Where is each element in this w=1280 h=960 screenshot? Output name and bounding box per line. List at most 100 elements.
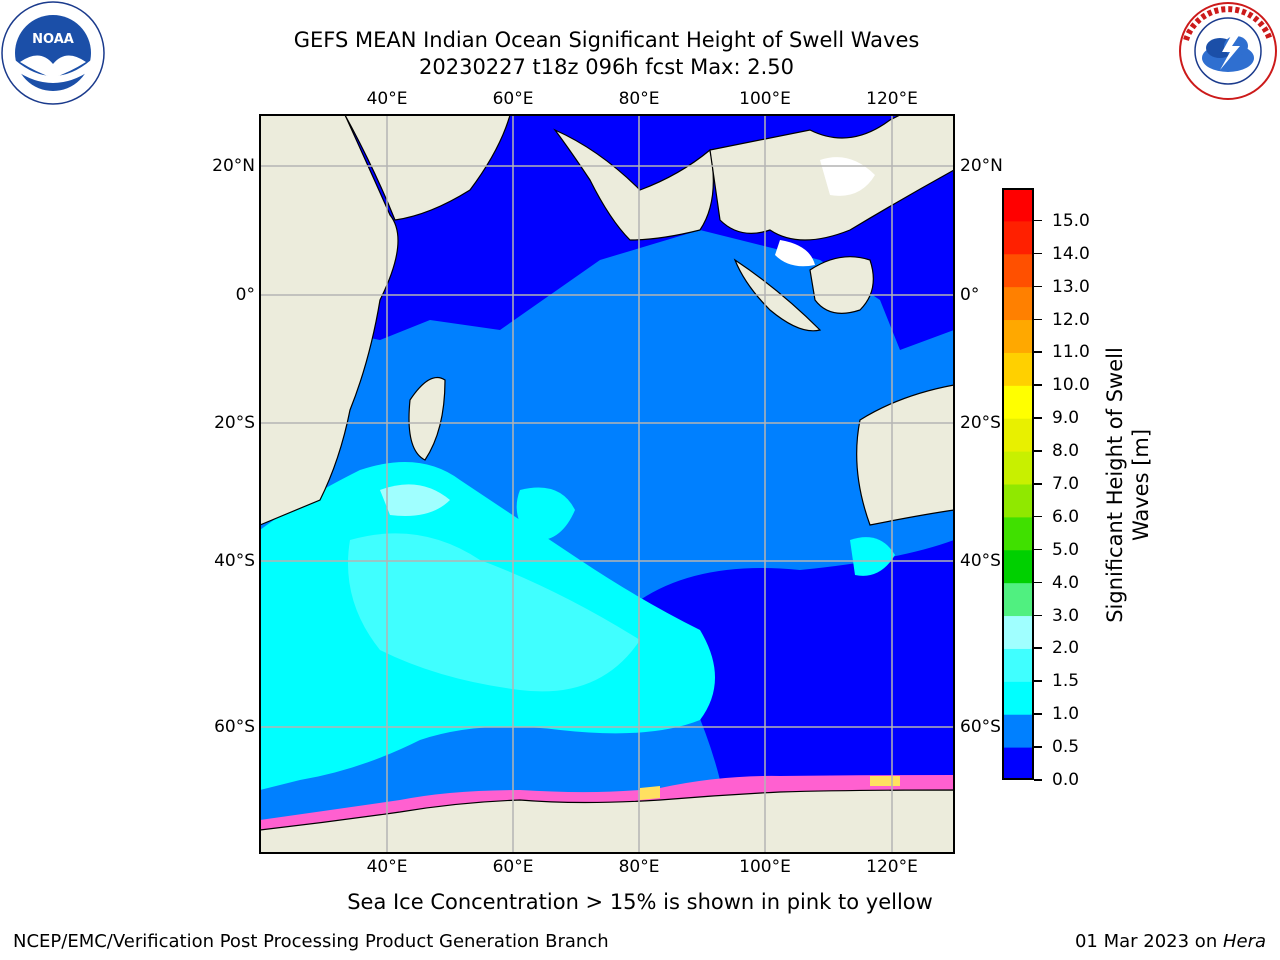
madagascar-land	[408, 376, 446, 461]
colorbar-tick-mark	[1034, 746, 1042, 748]
lat-tick-left: 20°N	[212, 156, 255, 176]
lat-tick-left: 60°S	[214, 717, 255, 737]
colorbar-tick-label: 8.0	[1052, 441, 1080, 462]
lon-tick-bottom: 100°E	[739, 857, 791, 877]
antarctica-land	[259, 789, 955, 854]
noaa-logo: NOAA	[0, 0, 106, 106]
colorbar-tick-mark	[1034, 450, 1042, 452]
colorbar-tick-mark	[1034, 351, 1042, 353]
colorbar-tick-label: 1.0	[1052, 704, 1080, 725]
colorbar-tick-label: 13.0	[1052, 276, 1090, 297]
sea-ice-note: Sea Ice Concentration > 15% is shown in …	[347, 890, 933, 914]
colorbar-tick-label: 2.0	[1052, 638, 1080, 659]
colorbar-tick-label: 6.0	[1052, 506, 1080, 527]
colorbar-segment	[1002, 418, 1034, 452]
lat-tick-right: 20°S	[960, 413, 1001, 433]
colorbar-tick-mark	[1034, 713, 1042, 715]
colorbar-frame	[1002, 188, 1034, 780]
lat-tick-right: 60°S	[960, 717, 1001, 737]
map-frame	[259, 114, 955, 854]
lon-tick-top: 120°E	[866, 89, 918, 109]
colorbar-segment	[1002, 319, 1034, 353]
lon-tick-bottom: 120°E	[866, 857, 918, 877]
colorbar-tick-mark	[1034, 318, 1042, 321]
colorbar-tick-label: 11.0	[1052, 342, 1090, 363]
colorbar-tick-mark	[1034, 285, 1042, 288]
colorbar-segment	[1002, 648, 1034, 682]
colorbar-tick-label: 4.0	[1052, 572, 1080, 593]
colorbar-tick-mark	[1034, 417, 1042, 419]
footer-date: 01 Mar 2023 on Hera	[1074, 931, 1266, 952]
colorbar-segment	[1002, 516, 1034, 551]
colorbar-tick-label: 0.0	[1052, 770, 1080, 790]
australia-land	[856, 384, 955, 526]
colorbar-tick-mark	[1034, 483, 1042, 485]
colorbar-tick-mark	[1034, 219, 1042, 222]
borneo-land	[809, 256, 874, 314]
colorbar-tick-mark	[1034, 252, 1042, 255]
map-gridlines	[260, 115, 954, 853]
colorbar-segment	[1002, 286, 1034, 321]
colorbar-tick-label: 14.0	[1052, 243, 1090, 264]
colorbar-segment	[1002, 615, 1034, 649]
colorbar-tick-mark	[1034, 647, 1042, 649]
colorbar-segment	[1002, 681, 1034, 715]
colorbar-label: Significant Height of Swell Waves [m]	[1103, 347, 1153, 623]
colorbar-segment	[1002, 549, 1034, 584]
colorbar-tick-mark	[1034, 384, 1042, 386]
lon-tick-top: 80°E	[618, 89, 660, 109]
lon-tick-top: 40°E	[366, 89, 408, 109]
lon-tick-bottom: 80°E	[618, 857, 660, 877]
colorbar-segment	[1002, 747, 1034, 780]
colorbar-segment	[1002, 451, 1034, 485]
colorbar-tick-label: 5.0	[1052, 539, 1080, 560]
lat-tick-left: 20°S	[214, 413, 255, 433]
colorbar-tick-label: 7.0	[1052, 474, 1080, 494]
swell-patch-cyan	[516, 487, 575, 541]
colorbar-tick-label: 15.0	[1052, 210, 1090, 231]
sea-ice-fringe-yellow	[640, 776, 900, 800]
colorbar-segment	[1002, 582, 1034, 617]
lat-tick-right: 0°	[960, 285, 980, 305]
colorbar-segment	[1002, 385, 1034, 419]
colorbar-tick-label: 10.0	[1052, 375, 1090, 396]
swell-region-lightest	[380, 484, 450, 516]
svg-text:NOAA: NOAA	[32, 32, 74, 47]
colorbar-segment	[1002, 253, 1034, 288]
chart-title: GEFS MEAN Indian Ocean Significant Heigh…	[293, 28, 920, 52]
swell-region-light	[348, 533, 640, 692]
colorbar-tick-mark	[1034, 548, 1042, 551]
masked-area	[775, 157, 875, 267]
map-panel	[259, 114, 955, 854]
colorbar-tick-label: 3.0	[1052, 605, 1080, 626]
nws-logo	[1176, 0, 1280, 102]
swell-patch-east	[850, 537, 895, 576]
colorbar-segment	[1002, 484, 1034, 518]
colorbar-tick-mark	[1034, 614, 1042, 617]
lon-tick-bottom: 40°E	[366, 857, 408, 877]
chart-subtitle: 20230227 t18z 096h fcst Max: 2.50	[419, 55, 794, 79]
colorbar-tick-label: 9.0	[1052, 408, 1080, 429]
colorbar-tick-label: 1.5	[1052, 671, 1080, 692]
colorbar-tick-mark	[1034, 581, 1042, 584]
india-land	[553, 128, 714, 241]
lon-tick-top: 60°E	[492, 89, 534, 109]
sea-ice-fringe	[260, 775, 954, 830]
lon-tick-bottom: 60°E	[492, 857, 534, 877]
colorbar-segment	[1002, 352, 1034, 386]
colorbar-tick-label: 0.5	[1052, 737, 1080, 758]
lon-tick-top: 100°E	[739, 89, 791, 109]
colorbar-segment	[1002, 188, 1034, 222]
colorbar-tick-mark	[1034, 515, 1042, 518]
colorbar-tick-mark	[1034, 680, 1042, 682]
colorbar	[1002, 188, 1034, 780]
colorbar-segment	[1002, 714, 1034, 748]
lat-tick-right: 20°N	[960, 156, 1003, 176]
lat-tick-left: 40°S	[214, 551, 255, 571]
colorbar-tick-label: 12.0	[1052, 309, 1090, 330]
colorbar-tick-mark	[1034, 779, 1042, 781]
lat-tick-left: 0°	[235, 285, 255, 305]
lat-tick-right: 40°S	[960, 551, 1001, 571]
colorbar-segment	[1002, 220, 1034, 255]
footer-credit: NCEP/EMC/Verification Post Processing Pr…	[13, 931, 609, 952]
